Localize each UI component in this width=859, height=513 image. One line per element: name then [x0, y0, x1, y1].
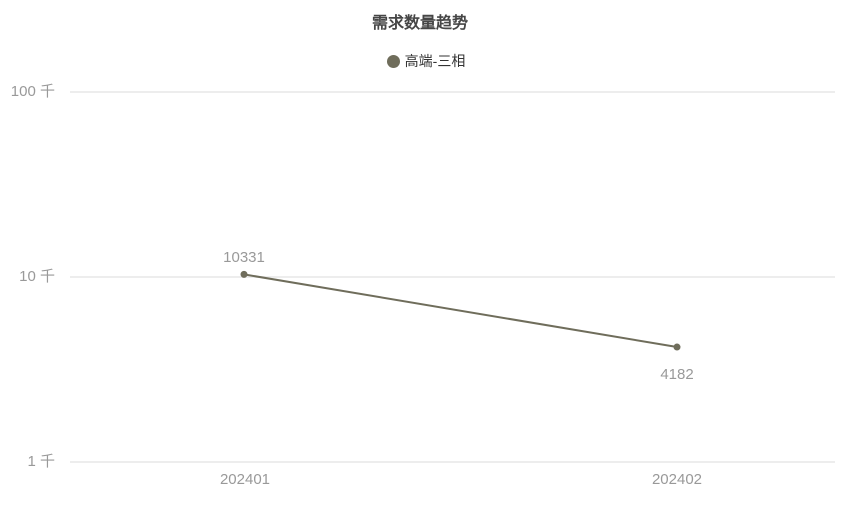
- x-tick-202402: 202402: [651, 471, 703, 488]
- series-line: [243, 273, 678, 349]
- data-point-202401[interactable]: [240, 270, 248, 278]
- legend-label: 高端-三相: [404, 53, 466, 69]
- y-tick-10k: 10 千: [19, 268, 55, 285]
- legend-circle-icon: [386, 54, 400, 68]
- legend-item[interactable]: 高端-三相: [0, 51, 852, 71]
- data-point-202402[interactable]: [673, 343, 681, 351]
- x-tick-202401: 202401: [219, 471, 271, 488]
- y-tick-1k: 1 千: [27, 453, 55, 470]
- data-point-label-202402: 4182: [660, 366, 694, 383]
- chart-title: 需求数量趋势: [371, 15, 468, 32]
- gridline-10k: [70, 276, 835, 278]
- gridline-100k: [70, 91, 835, 93]
- gridline-1k: [70, 461, 835, 463]
- y-tick-100k: 100 千: [10, 83, 55, 100]
- data-point-label-202401: 10331: [223, 249, 265, 266]
